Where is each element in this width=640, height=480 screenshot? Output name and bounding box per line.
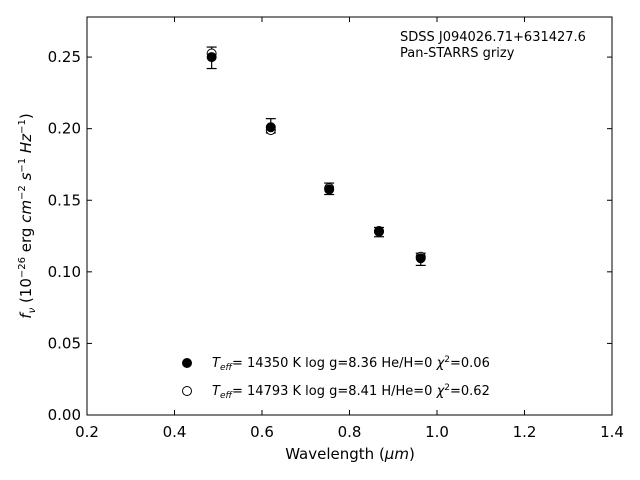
plot-frame — [86, 16, 613, 416]
annotation-line-1: SDSS J094026.71+631427.6 — [400, 30, 586, 45]
data-markers — [206, 48, 426, 264]
y-tick-label: 0.05 — [48, 334, 81, 352]
marker-filled-point — [265, 122, 276, 133]
y-tick-label: 0.20 — [48, 120, 81, 138]
marker-filled-point — [324, 184, 335, 195]
annotation-line-2: Pan-STARRS grizy — [400, 46, 515, 61]
y-tick-label: 0.10 — [48, 263, 81, 281]
x-tick-label: 1.4 — [600, 423, 624, 441]
y-axis-title: fν (10−26 erg cm−2 s−1 Hz−1) — [17, 113, 38, 318]
x-tick-label: 0.2 — [75, 423, 99, 441]
x-tick-label: 0.4 — [163, 423, 187, 441]
marker-filled-point — [415, 253, 426, 264]
marker-filled-point — [206, 52, 217, 63]
marker-filled-point — [373, 226, 384, 237]
legend: Teff= 14350 K log g=8.36 He/H=0 χ2=0.06 … — [182, 355, 490, 401]
axis-ticks: 0.2 0.4 0.6 0.8 1.0 1.2 1.4 0.00 0.05 0.10 0.15 0.2… — [48, 17, 624, 441]
y-tick-label: 0.00 — [48, 406, 81, 424]
x-tick-label: 1.2 — [513, 423, 537, 441]
x-axis-title: Wavelength (μm) — [285, 445, 415, 463]
legend-marker-open — [182, 386, 192, 396]
legend-marker-filled — [182, 358, 192, 368]
y-tick-label: 0.25 — [48, 48, 81, 66]
x-axis-title-text: Wavelength ( — [285, 445, 385, 463]
legend-label-1: Teff= 14350 K log g=8.36 He/H=0 χ2=0.06 — [212, 355, 490, 373]
x-axis-title-unit: μm — [384, 445, 409, 463]
x-tick-label: 1.0 — [425, 423, 449, 441]
x-tick-label: 0.6 — [250, 423, 274, 441]
legend-label-2: Teff= 14793 K log g=8.41 H/He=0 χ2=0.62 — [212, 383, 490, 401]
x-tick-label: 0.8 — [338, 423, 362, 441]
y-tick-label: 0.15 — [48, 191, 81, 209]
